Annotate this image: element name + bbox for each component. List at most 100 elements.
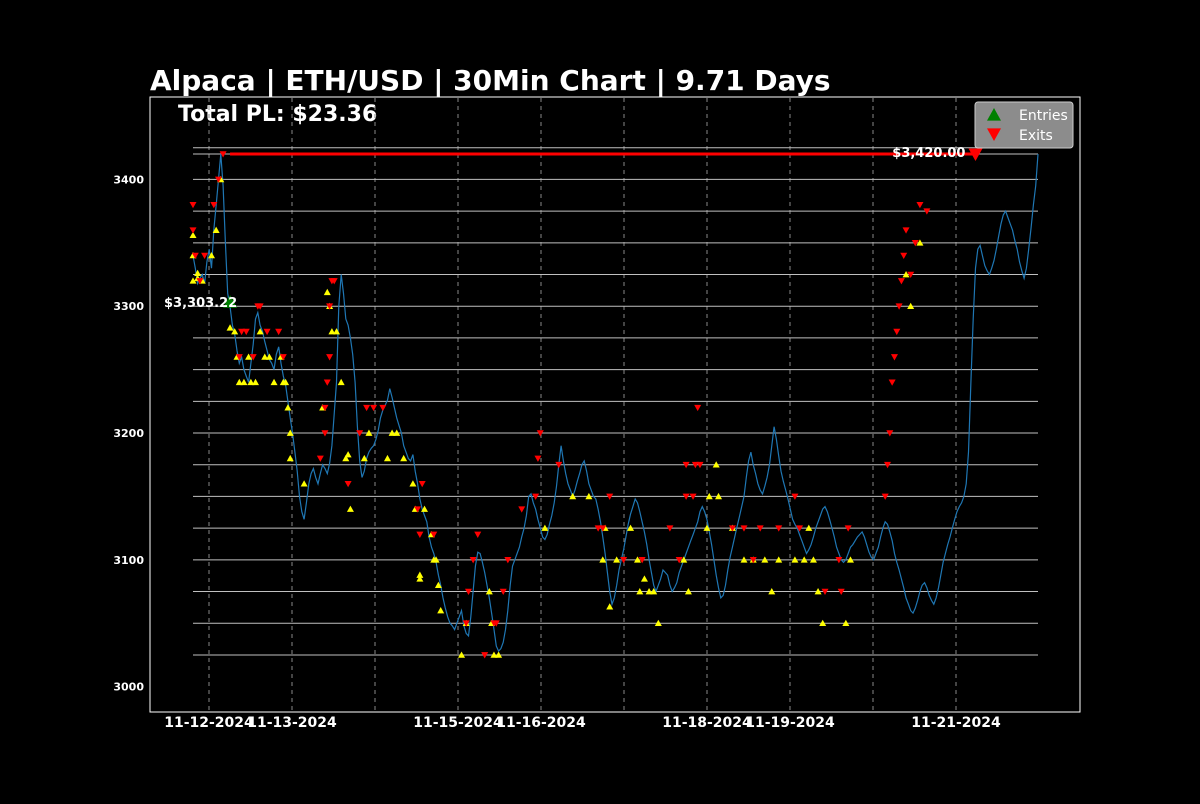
- entry-marker: [645, 588, 653, 595]
- entry-marker: [768, 588, 776, 595]
- exit-marker: [694, 404, 702, 412]
- entry-marker: [599, 556, 607, 563]
- entry-marker: [256, 328, 264, 335]
- exit-marker: [321, 430, 329, 437]
- exit-marker: [196, 278, 204, 285]
- exit-marker: [791, 493, 799, 500]
- exit-marker: [923, 208, 931, 215]
- exit-marker: [893, 328, 901, 336]
- entry-marker: [434, 581, 442, 588]
- exit-marker: [235, 354, 243, 361]
- entry-marker: [252, 378, 260, 386]
- x-tick-label: 11-15-2024: [413, 715, 503, 731]
- entry-marker: [365, 429, 373, 436]
- exit-marker: [691, 461, 699, 469]
- x-tick-label: 11-13-2024: [247, 715, 337, 731]
- exit-marker: [363, 404, 371, 412]
- entry-marker: [383, 454, 391, 462]
- entry-marker: [800, 556, 808, 563]
- entry-marker: [286, 429, 294, 436]
- entry-marker: [284, 404, 292, 411]
- exit-marker: [881, 493, 889, 500]
- entry-marker: [705, 492, 713, 500]
- entry-marker: [495, 651, 503, 658]
- x-tick-label: 11-18-2024: [662, 715, 752, 731]
- y-tick-label: 3300: [113, 300, 144, 313]
- exit-marker: [462, 620, 470, 627]
- exit-marker: [330, 278, 338, 285]
- exit-marker: [416, 531, 424, 538]
- entry-marker: [409, 480, 417, 487]
- exit-marker: [728, 525, 736, 532]
- entry-marker: [400, 454, 408, 462]
- plot-frame: [149, 96, 1081, 713]
- entry-marker: [416, 571, 424, 578]
- exit-marker: [414, 506, 422, 513]
- exit-marker: [481, 652, 489, 659]
- entry-marker: [916, 239, 924, 246]
- entry-marker: [328, 328, 336, 335]
- exit-marker: [835, 557, 843, 564]
- exit-marker: [606, 493, 614, 500]
- exit-marker: [189, 201, 197, 209]
- entry-marker: [541, 524, 549, 531]
- exit-marker: [907, 271, 915, 279]
- exit-marker: [775, 525, 783, 532]
- entry-marker: [740, 556, 748, 563]
- exit-marker: [534, 455, 542, 462]
- exit-marker: [263, 328, 271, 336]
- exit-marker: [323, 379, 331, 386]
- exit-marker: [620, 557, 628, 564]
- entry-markers: [189, 175, 924, 658]
- exit-marker: [321, 404, 329, 412]
- entry-marker: [458, 651, 466, 658]
- y-tick-label: 3000: [113, 681, 144, 694]
- entry-marker: [261, 353, 269, 360]
- entry-marker: [633, 556, 641, 563]
- x-tick-label: 11-12-2024: [164, 715, 254, 731]
- entry-marker: [437, 607, 445, 614]
- entry-marker: [684, 588, 692, 595]
- exit-marker: [370, 404, 378, 412]
- exit-marker: [430, 531, 438, 538]
- exit-marker: [464, 588, 472, 596]
- exit-marker: [638, 557, 646, 564]
- entry-marker: [640, 575, 648, 582]
- exit-marker: [837, 588, 845, 596]
- legend-box: [974, 101, 1074, 149]
- exit-marker: [532, 493, 540, 500]
- entry-marker: [265, 353, 273, 360]
- entry-marker: [208, 252, 216, 259]
- exit-marker: [666, 525, 674, 532]
- entry-marker: [485, 588, 493, 595]
- entry-marker: [846, 556, 854, 563]
- entry-marker: [636, 588, 644, 595]
- entry-marker: [712, 461, 720, 468]
- entry-marker: [300, 480, 308, 487]
- exit-markers: [189, 151, 931, 659]
- exit-marker: [326, 303, 334, 310]
- entry-marker: [606, 603, 614, 610]
- exit-marker: [201, 252, 209, 260]
- exit-marker: [214, 176, 222, 183]
- entry-marker: [282, 378, 290, 386]
- entry-marker: [226, 324, 234, 331]
- exit-marker: [599, 525, 607, 532]
- exit-marker: [316, 455, 324, 462]
- exit-marker: [344, 480, 352, 488]
- entry-marker: [270, 378, 278, 386]
- exit-marker: [279, 354, 287, 361]
- entry-marker: [342, 454, 350, 462]
- exit-marker: [796, 525, 804, 532]
- entry-marker: [490, 651, 498, 658]
- exit-marker: [474, 531, 482, 538]
- exit-marker: [518, 506, 526, 513]
- entry-marker: [323, 288, 331, 296]
- entry-marker: [346, 505, 354, 512]
- exit-marker: [911, 240, 919, 247]
- y-axis-ticks: 3000 3100 3200 3300 3400: [113, 173, 144, 693]
- exit-marker: [492, 620, 500, 627]
